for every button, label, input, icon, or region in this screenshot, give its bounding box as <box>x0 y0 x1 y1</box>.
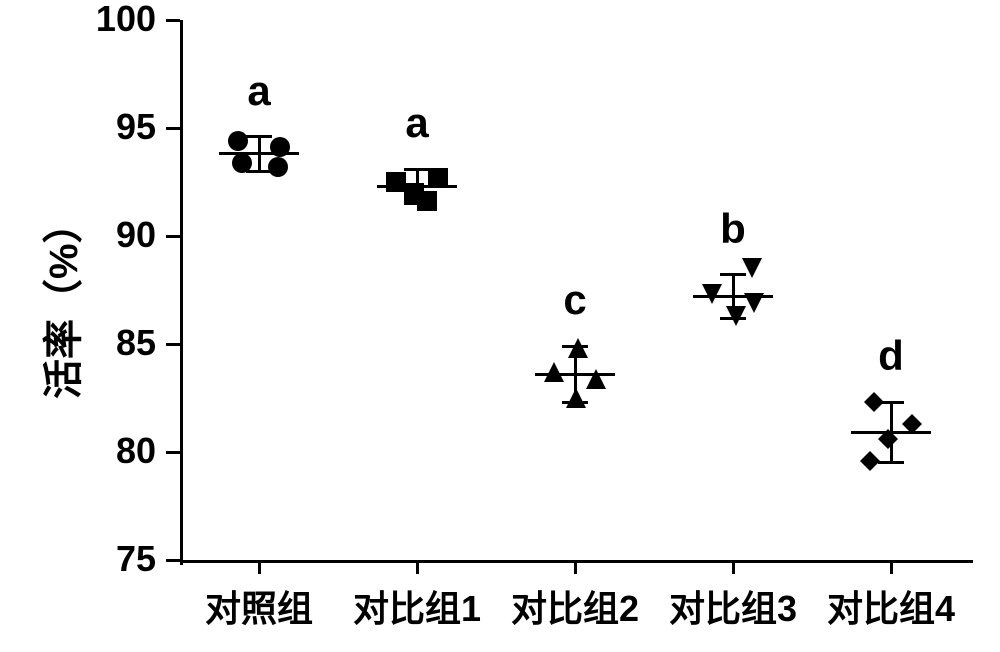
y-tick <box>166 559 180 562</box>
x-tick-label: 对照组 <box>180 580 338 632</box>
y-tick-label: 85 <box>76 322 156 364</box>
data-point <box>568 338 588 358</box>
data-point <box>428 168 448 188</box>
significance-letter: a <box>229 67 289 115</box>
x-tick <box>416 560 419 574</box>
chart-container: 活率（%） 7580859095100对照组对比组1对比组2对比组3对比组4aa… <box>0 0 1000 652</box>
y-tick <box>166 451 180 454</box>
x-tick-label: 对比组2 <box>496 580 654 632</box>
data-point <box>586 369 606 389</box>
x-tick <box>890 560 893 574</box>
y-axis-line <box>180 20 183 565</box>
data-point <box>860 451 880 471</box>
error-bar-cap <box>878 461 904 464</box>
y-tick <box>166 235 180 238</box>
y-tick-label: 95 <box>76 106 156 148</box>
y-tick-label: 90 <box>76 214 156 256</box>
x-tick <box>732 560 735 574</box>
y-tick-label: 100 <box>76 0 156 40</box>
error-bar-cap <box>246 135 272 138</box>
data-point <box>228 131 248 151</box>
error-bar-cap <box>404 168 430 171</box>
x-tick-label: 对比组1 <box>338 580 496 632</box>
significance-letter: c <box>545 276 605 324</box>
significance-letter: b <box>703 205 763 253</box>
data-point <box>902 414 922 434</box>
significance-letter: a <box>387 99 447 147</box>
data-point <box>702 284 722 304</box>
data-point <box>268 157 288 177</box>
data-point <box>878 429 898 449</box>
x-tick-label: 对比组4 <box>812 580 970 632</box>
significance-letter: d <box>861 332 921 380</box>
x-tick <box>574 560 577 574</box>
data-point <box>744 293 764 313</box>
data-point <box>726 306 746 326</box>
data-point <box>544 362 564 382</box>
data-point <box>232 153 252 173</box>
x-tick-label: 对比组3 <box>654 580 812 632</box>
y-tick <box>166 19 180 22</box>
x-axis-line <box>180 560 973 563</box>
x-tick <box>258 560 261 574</box>
y-tick <box>166 343 180 346</box>
y-tick <box>166 127 180 130</box>
data-point <box>417 191 437 211</box>
data-point <box>566 388 586 408</box>
data-point <box>864 392 884 412</box>
y-tick-label: 75 <box>76 538 156 580</box>
data-point <box>742 258 762 278</box>
y-tick-label: 80 <box>76 430 156 472</box>
error-bar-vertical <box>258 137 261 172</box>
data-point <box>270 137 290 157</box>
